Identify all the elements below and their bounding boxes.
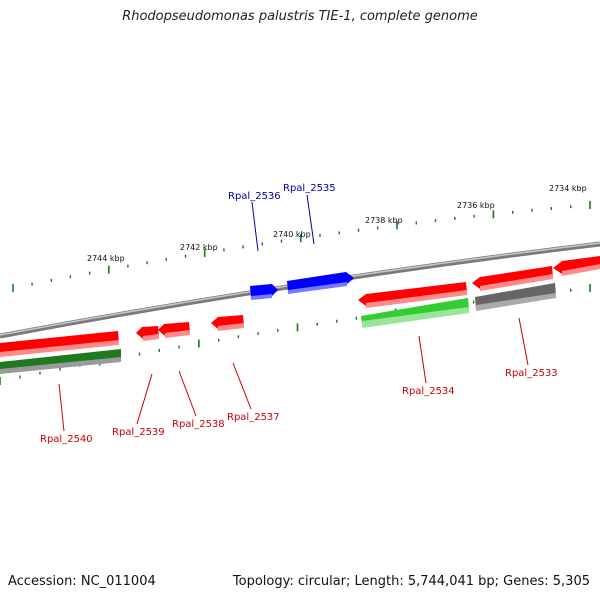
tick-label-2740: 2740 kbp (273, 230, 311, 239)
reverse-genes (0, 256, 600, 374)
tick-label-2742: 2742 kbp (180, 243, 218, 252)
gene-Rpal_2537[interactable] (211, 315, 244, 331)
gene-Rpal_2540[interactable] (0, 331, 119, 357)
label-Rpal_2536[interactable]: Rpal_2536 (228, 191, 281, 202)
gene-green[interactable] (361, 298, 469, 328)
genome-summary: Topology: circular; Length: 5,744,041 bp… (232, 574, 590, 589)
tick-label-2744: 2744 kbp (87, 254, 125, 263)
gene-labels: Rpal_2536 Rpal_2535 Rpal_2533 Rpal_2534 … (40, 183, 558, 445)
gene-Rpal_2534[interactable] (358, 282, 467, 308)
gene-Rpal_2535[interactable] (287, 272, 354, 294)
gene-Rpal_2533[interactable] (472, 266, 553, 291)
accession-label: Accession: NC_011004 (8, 574, 156, 589)
label-Rpal_2539[interactable]: Rpal_2539 (112, 427, 165, 438)
label-Rpal_2535[interactable]: Rpal_2535 (283, 183, 336, 194)
gene-Rpal_2536[interactable] (250, 284, 278, 300)
leader-lines (58, 194, 529, 432)
page-title: Rhodopseudomonas palustris TIE-1, comple… (122, 9, 478, 24)
tick-label-2738: 2738 kbp (365, 216, 403, 225)
gene-red-right-edge[interactable] (553, 256, 600, 276)
label-Rpal_2534[interactable]: Rpal_2534 (402, 386, 455, 397)
forward-genes (250, 272, 354, 300)
outer-scale-ring (12, 201, 591, 292)
gene-Rpal_2538[interactable] (158, 322, 190, 338)
label-Rpal_2533[interactable]: Rpal_2533 (505, 368, 558, 379)
label-Rpal_2538[interactable]: Rpal_2538 (172, 419, 225, 430)
gene-dark-green[interactable] (0, 349, 121, 374)
label-Rpal_2537[interactable]: Rpal_2537 (227, 412, 280, 423)
tick-label-2734: 2734 kbp (549, 184, 587, 193)
gene-Rpal_2539[interactable] (136, 326, 159, 341)
gene-gray[interactable] (475, 283, 556, 311)
scale-labels: 2744 kbp 2742 kbp 2740 kbp 2738 kbp 2736… (87, 184, 587, 263)
label-Rpal_2540[interactable]: Rpal_2540 (40, 434, 93, 445)
tick-label-2736: 2736 kbp (457, 201, 495, 210)
